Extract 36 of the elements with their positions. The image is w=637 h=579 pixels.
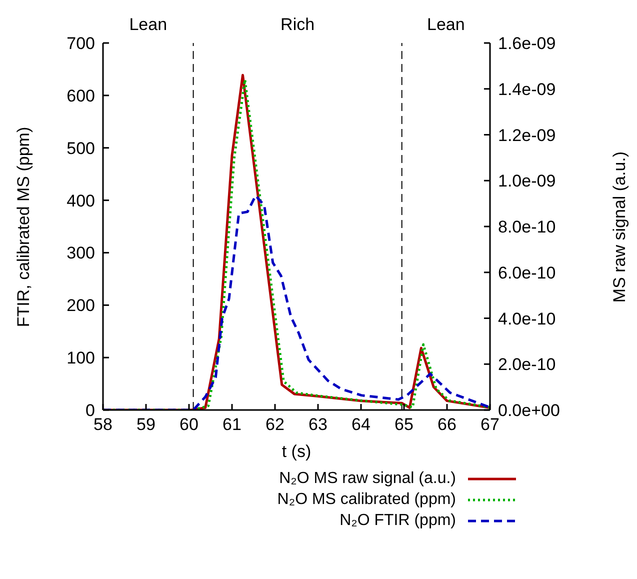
x-tick-label: 64	[352, 415, 370, 434]
legend-label: N₂O FTIR (ppm)	[340, 512, 456, 530]
y2-tick-label: 2.0e-10	[498, 355, 556, 374]
y2-tick-label: 0.0e+00	[498, 401, 560, 420]
text: Lean	[129, 15, 168, 35]
x-tick-label: 60	[180, 415, 198, 434]
y-axis-title: FTIR, calibrated MS (ppm)	[14, 126, 34, 327]
legend-label: N₂O MS calibrated (ppm)	[277, 490, 456, 508]
y-tick-label: 200	[66, 296, 95, 316]
x-tick-label: 67	[480, 415, 500, 434]
x-tick-label: 58	[94, 415, 112, 434]
y2-axis-title: MS raw signal (a.u.)	[610, 150, 630, 302]
y2-tick-label: 1.0e-09	[498, 172, 556, 191]
y2-tick-label: 4.0e-10	[498, 309, 556, 328]
y2-tick-label: 8.0e-10	[498, 218, 556, 237]
y-tick-label: 300	[66, 244, 95, 263]
legend-label: N₂O MS raw signal (a.u.)	[279, 470, 456, 488]
x-tick-label: 61	[222, 415, 242, 434]
x-tick-label: 62	[266, 415, 284, 434]
y2-tick-label: 1.6e-09	[498, 34, 556, 54]
y2-tick-label: 6.0e-10	[498, 263, 556, 282]
y-tick-label: 0	[86, 401, 95, 420]
y-tick-label: 600	[66, 86, 95, 106]
y2-tick-label: 1.2e-09	[498, 126, 556, 145]
y2-tick-label: 1.4e-09	[498, 80, 556, 99]
text: Rich	[280, 15, 315, 35]
y-tick-label: 500	[66, 138, 95, 158]
x-tick-label: 59	[136, 415, 156, 434]
x-tick-label: 65	[394, 415, 414, 434]
y-tick-label: 700	[66, 34, 95, 54]
x-axis-title: t (s)	[282, 442, 312, 462]
x-tick-label: 66	[438, 415, 456, 434]
y-tick-label: 100	[66, 348, 95, 368]
x-tick-label: 63	[308, 415, 328, 434]
y-tick-label: 400	[66, 191, 95, 210]
text: Lean	[427, 15, 465, 35]
